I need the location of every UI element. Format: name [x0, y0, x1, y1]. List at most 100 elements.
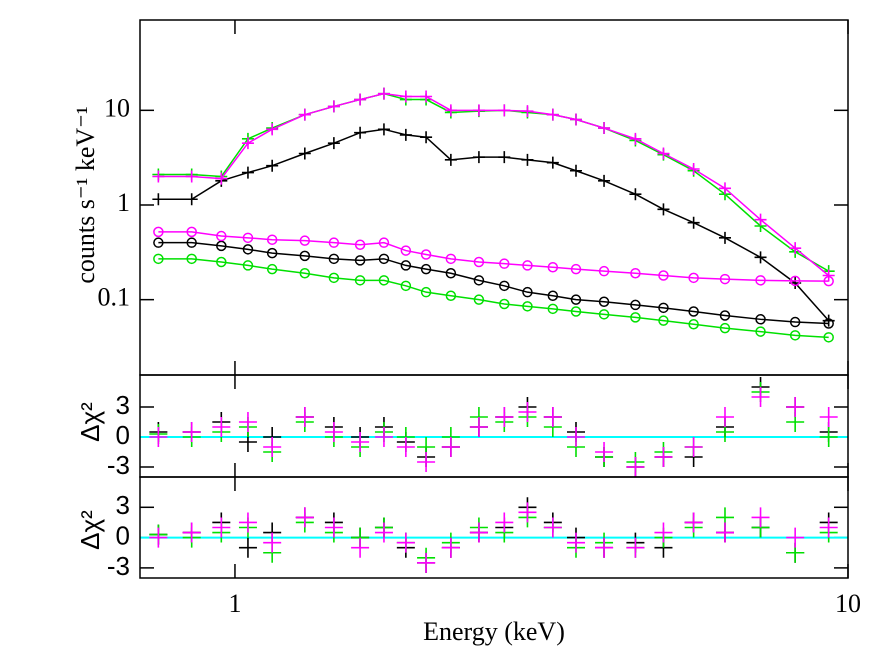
data-point [823, 318, 834, 329]
data-point [566, 532, 585, 553]
data-point [657, 147, 670, 160]
data-point [400, 245, 412, 256]
data-point [715, 522, 734, 543]
data-point [543, 407, 562, 427]
x-axis-label: Energy (keV) [423, 617, 565, 646]
data-point [445, 290, 457, 301]
data-point [212, 517, 231, 538]
data-point [630, 299, 641, 311]
data-point [186, 226, 197, 238]
data-point [185, 170, 198, 183]
data-point [751, 387, 770, 407]
data-point [719, 322, 731, 334]
data-point [469, 522, 488, 543]
data-point [595, 537, 614, 558]
data-point [751, 507, 770, 528]
data-point [522, 260, 533, 271]
data-point [242, 244, 254, 255]
data-point [718, 182, 731, 195]
data-point [420, 249, 432, 260]
y-tick-label: 3 [116, 490, 130, 520]
data-point [569, 113, 582, 126]
data-point [626, 457, 645, 477]
data-point [420, 90, 433, 103]
data-point [518, 402, 537, 422]
data-point [499, 298, 510, 310]
data-point [598, 296, 610, 308]
data-point [495, 512, 514, 533]
data-point [688, 318, 699, 330]
y-tick-label: 0 [116, 520, 130, 550]
data-point [324, 517, 343, 538]
data-point [570, 294, 582, 305]
data-point [570, 263, 582, 275]
data-point [182, 522, 201, 543]
data-point [629, 132, 642, 145]
data-point [823, 332, 834, 343]
data-point [441, 537, 460, 558]
data-point [149, 427, 168, 447]
data-point [822, 269, 835, 282]
data-point [444, 153, 457, 166]
data-point [755, 275, 766, 286]
data-point [570, 306, 582, 317]
x-tick-label: 1 [228, 589, 241, 618]
data-point [626, 537, 645, 558]
data-point [238, 412, 257, 432]
model-line [158, 241, 829, 325]
panel-frame [139, 476, 849, 579]
y-tick-label: 1 [117, 188, 130, 217]
data-point [212, 417, 231, 437]
data-point [266, 234, 278, 245]
data-point [789, 242, 802, 255]
data-point [238, 537, 257, 558]
data-point [688, 306, 699, 317]
y-axis-label: counts s⁻¹ keV⁻¹ [71, 106, 100, 283]
data-point [186, 253, 197, 265]
data-point [377, 87, 390, 100]
data-point [266, 123, 279, 136]
data-point [295, 407, 314, 427]
data-point [789, 316, 801, 328]
data-point [786, 527, 805, 548]
data-point [498, 151, 511, 164]
data-point [684, 512, 703, 533]
data-point [186, 237, 197, 248]
model-line [158, 128, 830, 322]
data-point [687, 216, 700, 229]
data-point [473, 256, 485, 268]
data-point [263, 437, 282, 457]
data-point [242, 232, 254, 244]
data-point [185, 193, 198, 206]
data-point [630, 268, 641, 279]
data-point [242, 260, 254, 271]
data-point [152, 170, 165, 183]
panel-frame [139, 374, 849, 478]
data-point [688, 272, 699, 284]
data-point [658, 270, 669, 281]
data-point [546, 108, 559, 121]
data-point [521, 105, 534, 118]
data-point [473, 275, 485, 286]
data-point [598, 309, 610, 320]
data-point [324, 422, 343, 442]
data-point [327, 137, 340, 150]
data-point [543, 517, 562, 538]
data-point [400, 260, 412, 271]
data-point [658, 315, 669, 326]
data-point [241, 166, 254, 179]
data-point [216, 256, 227, 268]
data-point [378, 253, 390, 265]
data-point [153, 253, 164, 265]
y-tick-label: 0 [116, 420, 130, 450]
data-point [598, 122, 611, 135]
data-point [266, 247, 278, 259]
data-point [715, 407, 734, 427]
data-point [499, 258, 510, 269]
data-point [687, 163, 700, 176]
data-point [472, 151, 485, 164]
data-point [522, 301, 533, 312]
data-point [755, 326, 766, 337]
data-point [718, 231, 731, 244]
x-tick-label: 10 [835, 589, 861, 618]
